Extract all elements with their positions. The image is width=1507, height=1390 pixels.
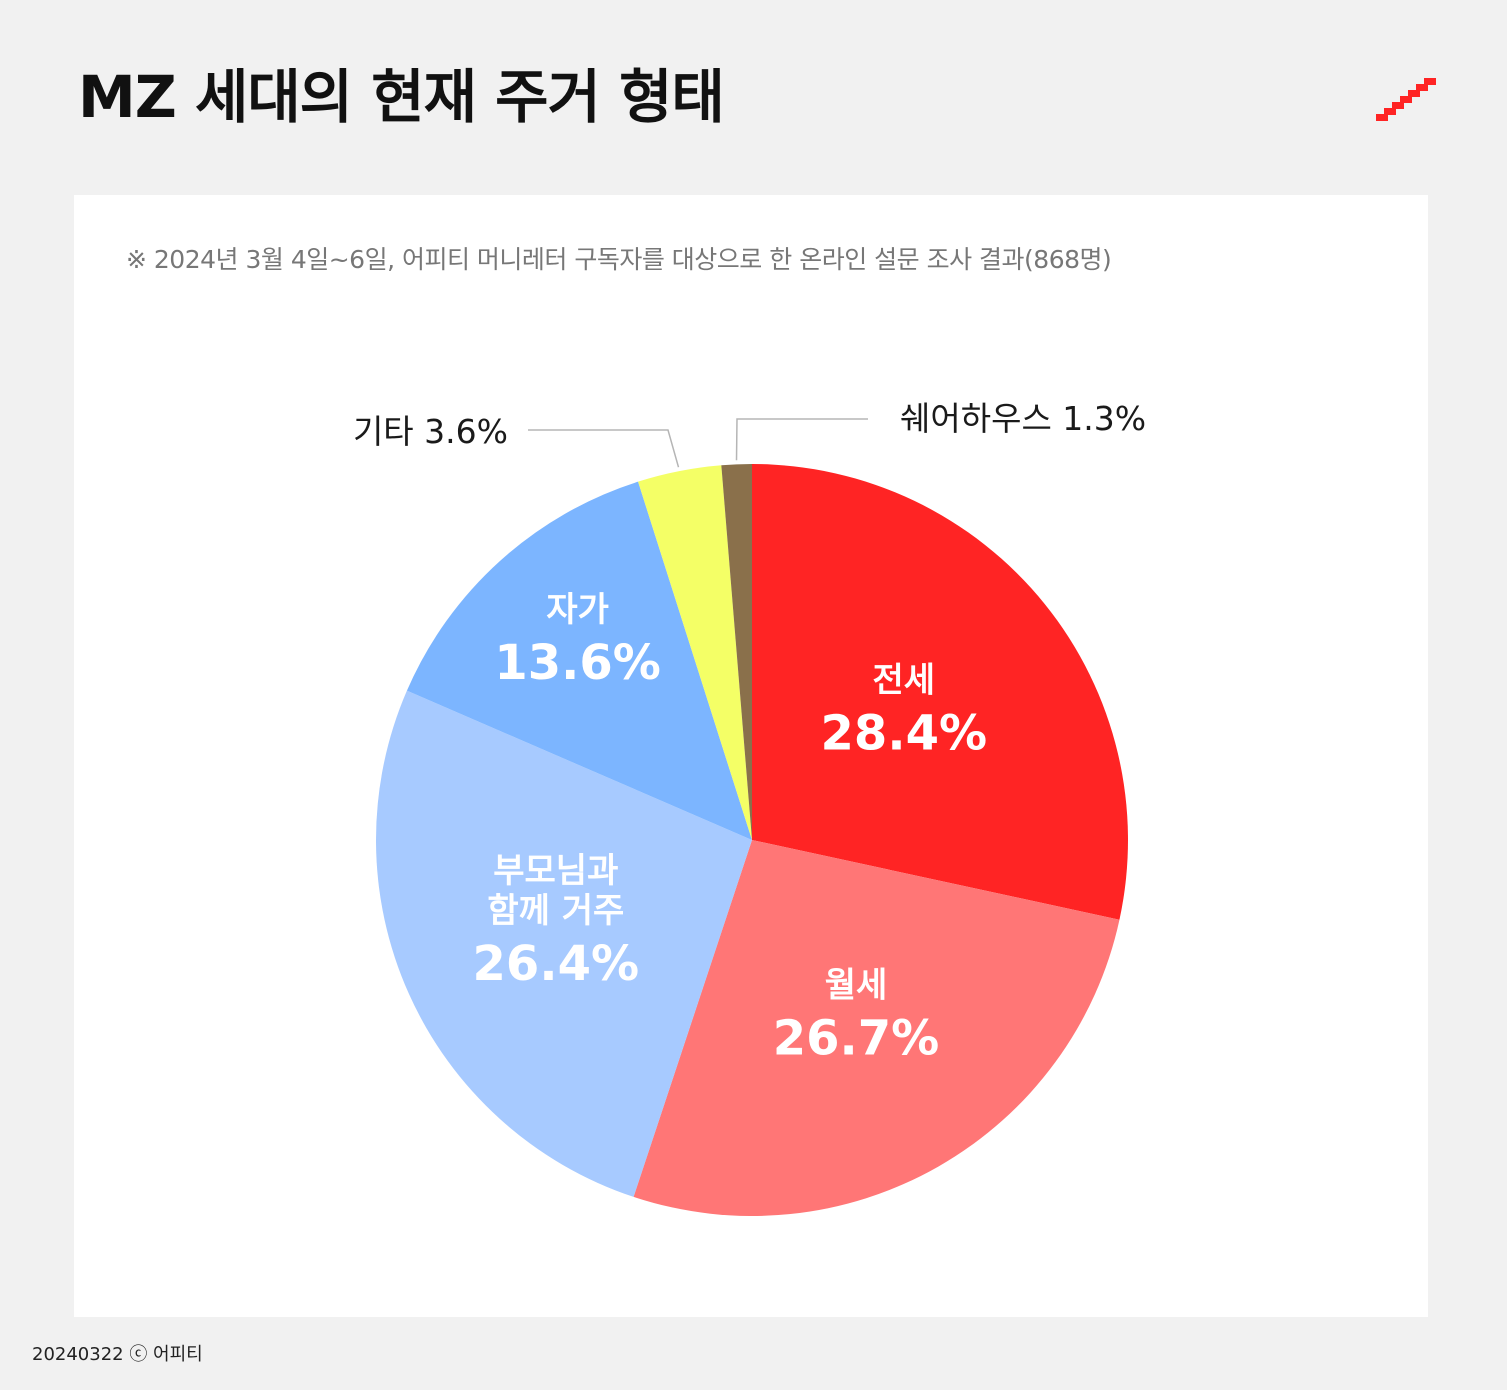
slice-percent-label: 28.4% xyxy=(821,706,988,762)
slice-name-label: 월세 xyxy=(825,965,888,1005)
footer-copyright: 20240322 ⓒ 어피티 xyxy=(32,1344,203,1365)
pie-slice-5 xyxy=(638,465,752,840)
pie-slice-6 xyxy=(721,463,752,840)
upti-stairs-logo-icon xyxy=(1376,78,1436,121)
callout-leader-line xyxy=(528,429,680,468)
callout-leader-line xyxy=(735,418,868,461)
slice-name-label: 전세 xyxy=(873,661,936,701)
callout-label: 쉐어하우스 1.3% xyxy=(900,399,1146,438)
slice-percent-label: 13.6% xyxy=(494,635,661,691)
slice-name-label: 자가 xyxy=(546,590,609,630)
pie-slice-3 xyxy=(375,690,752,1197)
pie-slice-1 xyxy=(752,464,1128,920)
slice-name-label: 함께 거주 xyxy=(487,891,624,931)
page-title: MZ 세대의 현재 주거 형태 xyxy=(78,63,725,131)
slice-percent-label: 26.7% xyxy=(773,1010,940,1066)
survey-note: ※ 2024년 3월 4일~6일, 어피티 머니레터 구독자를 대상으로 한 온… xyxy=(126,245,1112,274)
callout-label: 기타 3.6% xyxy=(353,412,508,451)
pie-slice-4 xyxy=(406,481,752,840)
slice-percent-label: 26.4% xyxy=(473,936,640,992)
slice-name-label: 부모님과 xyxy=(493,851,618,891)
pie-slice-2 xyxy=(633,840,1120,1216)
